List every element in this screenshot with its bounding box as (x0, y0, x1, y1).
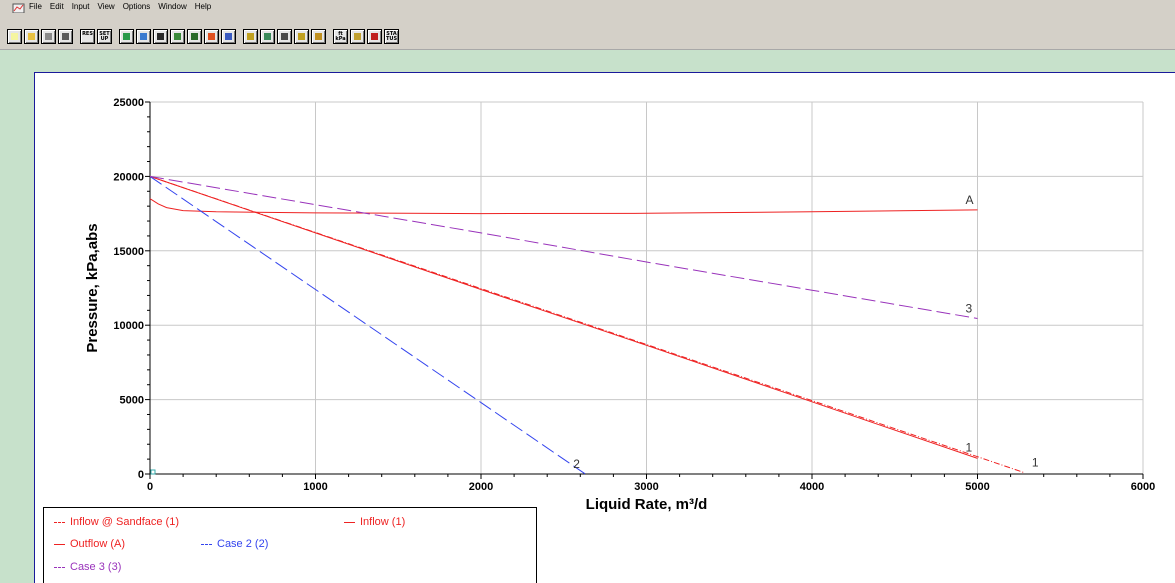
clipboard-button[interactable] (311, 29, 326, 44)
setup-button[interactable]: SET UP (97, 29, 112, 44)
legend: Inflow @ Sandface (1) Inflow (1) Outflow (… (43, 507, 537, 583)
chart: 0 1000 2000 3000 4000 5000 6000 0 5000 10000 15000… (84, 97, 1155, 513)
stop-button[interactable] (367, 29, 382, 44)
copy-plot-button[interactable] (260, 29, 275, 44)
menu-input[interactable]: Input (71, 2, 90, 11)
layers-icon (140, 33, 147, 40)
menu-view[interactable]: View (97, 2, 115, 11)
series-line-outflow-a (149, 198, 978, 215)
warning-button[interactable] (204, 29, 219, 44)
open-folder-button[interactable] (24, 29, 39, 44)
x-axis-label: Liquid Rate, m³/d (586, 496, 708, 513)
legend-label: Inflow @ Sandface (1) (70, 516, 179, 528)
new-file-icon (11, 33, 18, 40)
zoom-icon (281, 33, 288, 40)
legend-swatch (344, 521, 355, 523)
stop-icon (371, 33, 378, 40)
table-icon (354, 33, 361, 40)
tubing-button[interactable] (153, 29, 168, 44)
legend-swatch (54, 521, 65, 523)
warning-icon (208, 33, 215, 40)
new-file-button[interactable] (7, 29, 22, 44)
y-tick-label: 0 (138, 469, 144, 481)
series-end-label: 1 (1032, 456, 1039, 470)
results-icon: RES (82, 31, 93, 37)
menu-help[interactable]: Help (194, 2, 212, 11)
series-end-label: 1 (966, 440, 973, 454)
x-tick-label: 5000 (965, 481, 989, 493)
legend-item: Inflow (1) (344, 516, 405, 528)
save-disk-icon (45, 33, 52, 40)
legend-item: Inflow @ Sandface (1) (54, 516, 179, 528)
units-icon: ft kPa (335, 31, 346, 42)
legend-swatch (54, 543, 65, 545)
x-tick-label: 4000 (800, 481, 824, 493)
plot-icon (225, 33, 232, 40)
print-button[interactable] (58, 29, 73, 44)
y-tick-label: 25000 (113, 97, 144, 109)
well-button[interactable] (119, 29, 134, 44)
origin-marker (150, 469, 156, 475)
legend-label: Inflow (1) (360, 516, 406, 528)
legend-item: Case 3 (3) (54, 561, 121, 573)
setup-icon: SET UP (99, 31, 110, 42)
legend-swatch (54, 566, 65, 568)
clipboard-icon (315, 33, 322, 40)
x-tick-label: 3000 (634, 481, 658, 493)
x-tick-label: 0 (147, 481, 153, 493)
layers-button[interactable] (136, 29, 151, 44)
y-tick-label: 5000 (120, 395, 144, 407)
series-line-case-2-2 (149, 175, 586, 475)
series-line-case-3-3 (149, 175, 978, 319)
table-button[interactable] (350, 29, 365, 44)
app-icon (12, 1, 25, 13)
legend-label: Outflow (A) (70, 538, 126, 550)
legend-swatch (201, 543, 212, 545)
x-tick-label: 1000 (303, 481, 327, 493)
results-button[interactable]: RES (80, 29, 95, 44)
series-line-inflow-sandface-1 (149, 175, 1024, 473)
grid-icon (174, 33, 181, 40)
menu-window[interactable]: Window (158, 2, 187, 11)
status-icon: STA TUS (386, 31, 398, 42)
well-icon (123, 33, 130, 40)
chart-panel: 0 1000 2000 3000 4000 5000 6000 0 5000 10000 15000… (34, 72, 1175, 583)
y-tick-label: 10000 (113, 320, 144, 332)
zoom-button[interactable] (277, 29, 292, 44)
y-tick-label: 15000 (113, 246, 144, 258)
series-end-label: 3 (966, 302, 973, 316)
annotate-button[interactable] (294, 29, 309, 44)
toolbar: RES SET UP ft kPa STA TUS (0, 13, 1175, 50)
series-end-label: 2 (573, 457, 580, 471)
series-end-label: A (966, 193, 974, 207)
valve-icon (191, 33, 198, 40)
valve-button[interactable] (187, 29, 202, 44)
tubing-icon (157, 33, 164, 40)
menu-edit[interactable]: Edit (49, 2, 64, 11)
y-tick-label: 20000 (113, 171, 144, 183)
menu-bar: File Edit Input View Options Window Help (0, 0, 1175, 13)
legend-label: Case 2 (2) (217, 538, 269, 550)
legend-item: Case 2 (2) (201, 538, 268, 550)
menu-file[interactable]: File (29, 2, 42, 11)
units-button[interactable]: ft kPa (333, 29, 348, 44)
x-tick-label: 2000 (469, 481, 493, 493)
legend-label: Case 3 (3) (70, 561, 122, 573)
plot-button[interactable] (221, 29, 236, 44)
menu-options[interactable]: Options (122, 2, 151, 11)
print-icon (62, 33, 69, 40)
grid-button[interactable] (170, 29, 185, 44)
annotate-icon (298, 33, 305, 40)
open-folder-icon (28, 33, 35, 40)
x-tick-label: 6000 (1131, 481, 1155, 493)
edit-plot-button[interactable] (243, 29, 258, 44)
save-disk-button[interactable] (41, 29, 56, 44)
series-line-inflow-1 (149, 175, 978, 459)
y-axis-label: Pressure, kPa,abs (84, 223, 101, 352)
copy-plot-icon (264, 33, 271, 40)
legend-item: Outflow (A) (54, 538, 125, 550)
edit-plot-icon (247, 33, 254, 40)
status-button[interactable]: STA TUS (384, 29, 399, 44)
